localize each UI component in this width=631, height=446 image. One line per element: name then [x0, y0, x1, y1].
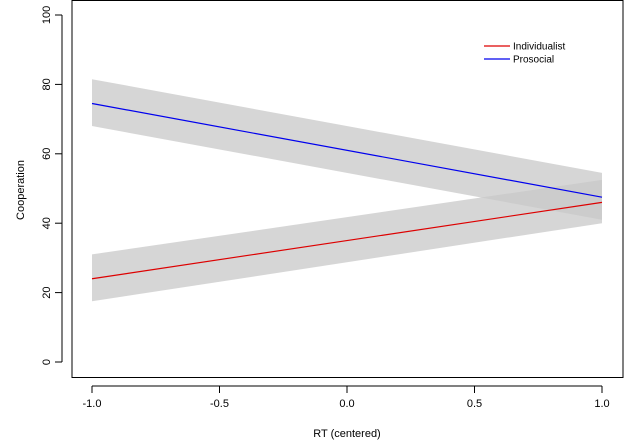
x-axis: -1.0 -0.5 0.0 0.5 1.0 [83, 385, 610, 410]
y-tick-label: 60 [41, 148, 53, 160]
x-tick-label: 0.5 [467, 398, 482, 410]
y-axis-title: Cooperation [15, 160, 27, 220]
plot-frame [71, 0, 624, 378]
y-tick-label: 20 [41, 286, 53, 298]
confidence-bands [92, 79, 602, 302]
x-tick-label: -0.5 [210, 398, 229, 410]
x-tick-label: 0.0 [339, 398, 354, 410]
legend-label-individualist: Individualist [513, 42, 565, 53]
series-line-prosocial [91, 102, 603, 198]
y-axis: 0 20 40 60 80 100 [41, 6, 63, 365]
y-tick-label: 0 [41, 359, 53, 365]
series-lines [91, 102, 603, 280]
series-line-individualist [91, 201, 603, 280]
x-tick-label: 1.0 [594, 398, 609, 410]
y-tick-label: 80 [41, 78, 53, 90]
y-tick-label: 40 [41, 217, 53, 229]
y-tick-label: 100 [41, 6, 53, 24]
x-tick-label: -1.0 [83, 398, 102, 410]
confidence-band-prosocial [92, 79, 602, 220]
legend-label-prosocial: Prosocial [513, 55, 554, 66]
legend: Individualist Prosocial [484, 42, 565, 66]
x-axis-title: RT (centered) [313, 428, 380, 440]
